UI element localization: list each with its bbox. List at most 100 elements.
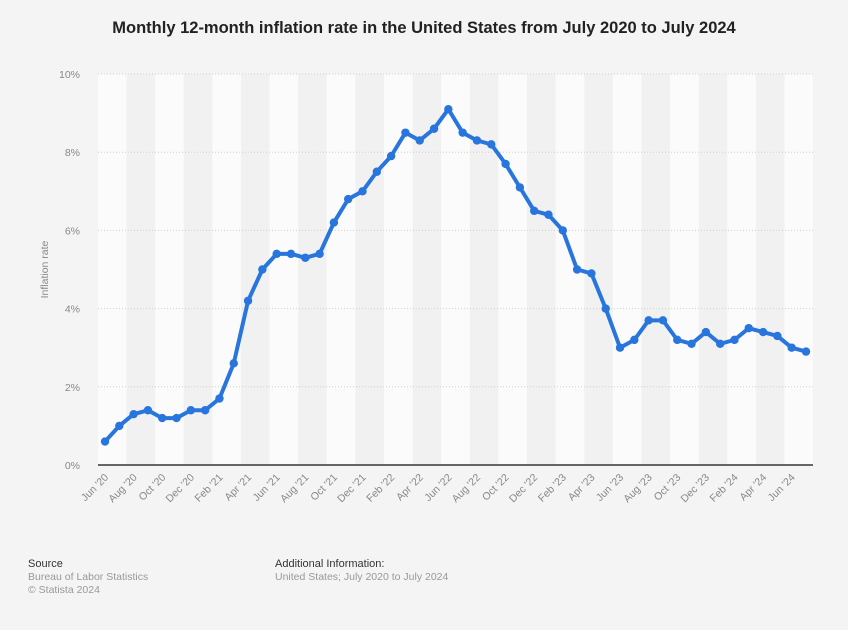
data-point (730, 335, 739, 345)
data-point (572, 265, 582, 274)
data-point (644, 316, 653, 325)
data-point (243, 296, 253, 305)
data-point (601, 304, 610, 313)
data-point (129, 409, 138, 419)
data-point (358, 187, 367, 196)
data-point (200, 406, 210, 415)
x-tick-label: Apr '23 (566, 472, 598, 504)
y-tick-label: 8% (65, 147, 80, 159)
data-point (701, 327, 711, 337)
x-tick-label: Jun '24 (766, 472, 798, 504)
data-point (501, 159, 510, 169)
info-text: United States; July 2020 to July 2024 (275, 571, 449, 583)
data-point (801, 347, 811, 356)
data-point (215, 394, 224, 403)
data-point (773, 331, 782, 341)
data-point (544, 210, 553, 219)
x-tick-label: Oct '23 (652, 472, 684, 504)
data-point (143, 406, 153, 415)
data-point (115, 421, 124, 431)
data-point (315, 249, 324, 259)
x-tick-label: Dec '22 (507, 472, 541, 506)
data-point (158, 413, 167, 423)
background-band (784, 74, 813, 465)
x-tick-label: Dec '20 (164, 472, 198, 506)
x-tick-label: Aug '23 (621, 472, 655, 506)
background-band (98, 74, 127, 465)
data-point (472, 136, 482, 145)
background-band (498, 74, 528, 465)
x-tick-label: Feb '23 (536, 472, 569, 505)
x-tick-label: Jun '21 (251, 472, 283, 504)
data-point (329, 218, 339, 227)
source-heading: Source (28, 558, 63, 570)
y-tick-label: 2% (65, 382, 80, 394)
y-tick-label: 10% (59, 69, 80, 81)
data-point (444, 104, 453, 114)
x-tick-label: Jun '23 (594, 472, 626, 504)
data-point (429, 124, 439, 133)
data-point (558, 226, 567, 235)
y-tick-label: 0% (65, 460, 80, 472)
source-block: Source Bureau of Labor Statistics © Stat… (28, 558, 148, 597)
x-tick-label: Aug '20 (106, 472, 140, 506)
data-point (758, 327, 768, 337)
data-point (301, 253, 310, 262)
data-point (386, 151, 396, 161)
data-point (587, 269, 596, 278)
chart-title: Monthly 12-month inflation rate in the U… (112, 19, 736, 37)
x-tick-label: Oct '20 (137, 472, 169, 504)
data-point (615, 343, 625, 352)
x-tick-label: Feb '24 (708, 472, 741, 505)
data-point (344, 194, 353, 204)
data-point (715, 339, 725, 348)
data-point (658, 316, 668, 325)
source-name[interactable]: Bureau of Labor Statistics (28, 571, 149, 583)
data-point (458, 128, 467, 137)
data-point (272, 249, 281, 259)
data-point (258, 265, 267, 274)
background-band (441, 74, 470, 465)
x-tick-label: Jun '22 (422, 472, 454, 504)
x-tick-label: Feb '22 (364, 472, 397, 505)
data-point (100, 437, 110, 446)
data-point (744, 323, 753, 333)
background-band (155, 74, 184, 465)
background-band (727, 74, 756, 465)
x-tick-label: Apr '24 (737, 472, 769, 504)
background-band (212, 74, 241, 465)
data-point (787, 343, 796, 352)
data-point (630, 335, 639, 345)
y-tick-label: 6% (65, 225, 80, 237)
data-point (229, 359, 238, 368)
x-tick-label: Dec '21 (335, 472, 369, 506)
x-tick-label: Oct '22 (480, 472, 512, 504)
info-heading: Additional Information: (275, 558, 385, 570)
x-tick-label: Oct '21 (308, 472, 340, 504)
x-tick-label: Feb '21 (193, 472, 226, 505)
background-band (670, 74, 699, 465)
x-tick-label: Aug '22 (450, 472, 484, 506)
data-point (186, 406, 196, 415)
data-point (687, 339, 696, 348)
additional-info-block: Additional Information: United States; J… (275, 558, 448, 584)
data-point (487, 140, 496, 149)
data-point (529, 206, 539, 216)
background-band (612, 74, 642, 465)
data-point (372, 167, 382, 176)
background-band (383, 74, 413, 465)
x-tick-label: Aug '21 (278, 472, 312, 506)
data-point (172, 413, 181, 423)
data-point (401, 128, 410, 137)
x-tick-label: Apr '21 (222, 472, 254, 504)
y-tick-label: 4% (65, 304, 80, 316)
background-band (326, 74, 356, 465)
x-tick-label: Apr '22 (394, 472, 426, 504)
data-point (415, 136, 424, 145)
data-point (515, 183, 525, 192)
background-band (269, 74, 299, 465)
data-point (286, 249, 296, 259)
data-point (673, 335, 682, 345)
y-axis-label: Inflation rate (39, 240, 51, 298)
